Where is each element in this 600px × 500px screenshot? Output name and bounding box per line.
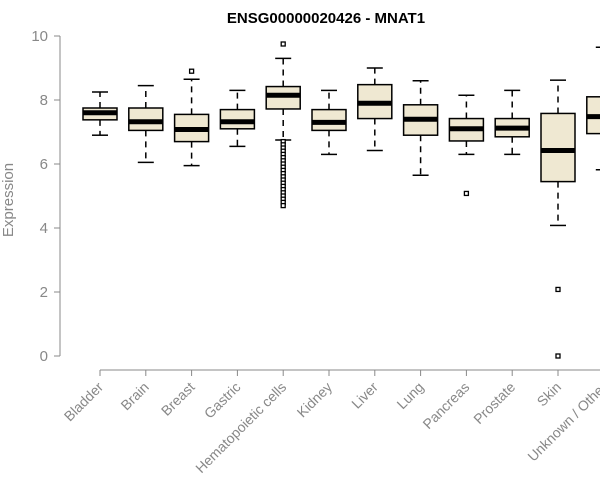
box-bladder xyxy=(82,91,118,136)
box-skin xyxy=(540,79,576,359)
box-brain xyxy=(128,84,164,164)
chart-title: ENSG00000020426 - MNAT1 xyxy=(227,10,425,27)
y-tick-label: 8 xyxy=(40,92,48,109)
box-gastric xyxy=(219,89,256,148)
box-pancreas xyxy=(448,94,485,197)
y-tick-label: 0 xyxy=(40,348,48,365)
box-unknown-other xyxy=(586,46,600,171)
x-tick-label: Skin xyxy=(534,379,565,410)
x-tick-label: Gastric xyxy=(201,379,244,422)
x-tick-label: Lung xyxy=(393,379,426,412)
y-tick-label: 6 xyxy=(40,156,48,173)
outlier-point xyxy=(280,41,286,47)
outlier-point xyxy=(188,68,195,74)
x-tick-label: Breast xyxy=(158,379,198,419)
x-tick-label: Bladder xyxy=(61,379,107,425)
iqr-box xyxy=(219,108,256,130)
y-axis-label: Expression xyxy=(0,163,17,237)
x-tick-label: Pancreas xyxy=(419,379,472,432)
box-hematopoietic-cells xyxy=(265,41,301,209)
box-lung xyxy=(402,80,439,176)
x-tick-label: Liver xyxy=(348,379,381,412)
x-tick-label: Prostate xyxy=(470,379,518,427)
box-series xyxy=(82,41,600,359)
outlier-point xyxy=(280,202,286,209)
outlier-point xyxy=(555,286,561,293)
x-tick-label: Kidney xyxy=(294,379,336,421)
box-prostate xyxy=(494,89,530,156)
iqr-box xyxy=(128,107,164,132)
outlier-point xyxy=(463,190,470,197)
x-tick-label: Hematopoietic cells xyxy=(192,379,289,476)
iqr-box xyxy=(265,85,301,110)
box-breast xyxy=(173,68,210,167)
x-tick-label: Brain xyxy=(117,379,151,413)
box-kidney xyxy=(311,89,347,156)
y-tick-label: 10 xyxy=(31,28,48,45)
outlier-point xyxy=(555,353,561,359)
y-tick-label: 4 xyxy=(40,220,48,237)
box-liver xyxy=(357,67,393,152)
iqr-box xyxy=(540,112,576,183)
y-axis: 0 2 4 6 8 10 xyxy=(31,28,61,365)
y-tick-label: 2 xyxy=(40,284,48,301)
